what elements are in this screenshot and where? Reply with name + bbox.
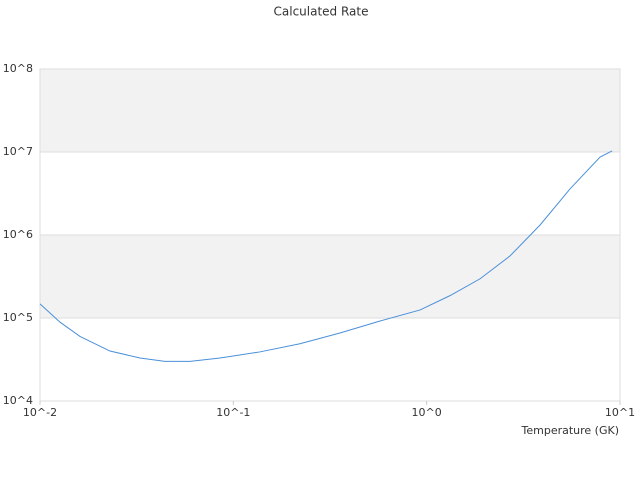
grid-band (40, 235, 620, 318)
y-tick-label: 10^6 (3, 228, 33, 241)
chart-title: Calculated Rate (274, 5, 369, 19)
y-tick-label: 10^4 (3, 394, 33, 407)
x-tick-label: 10^-2 (23, 406, 57, 419)
x-tick-label: 10^0 (412, 406, 442, 419)
x-tick-label: 10^-1 (216, 406, 250, 419)
grid-band (40, 69, 620, 152)
y-tick-label: 10^7 (3, 145, 33, 158)
x-axis-label: Temperature (GK) (521, 424, 620, 437)
y-tick-label: 10^5 (3, 311, 33, 324)
line (39, 150, 613, 362)
y-tick-label: 10^8 (3, 62, 33, 75)
x-tick-label: 10^1 (605, 406, 635, 419)
